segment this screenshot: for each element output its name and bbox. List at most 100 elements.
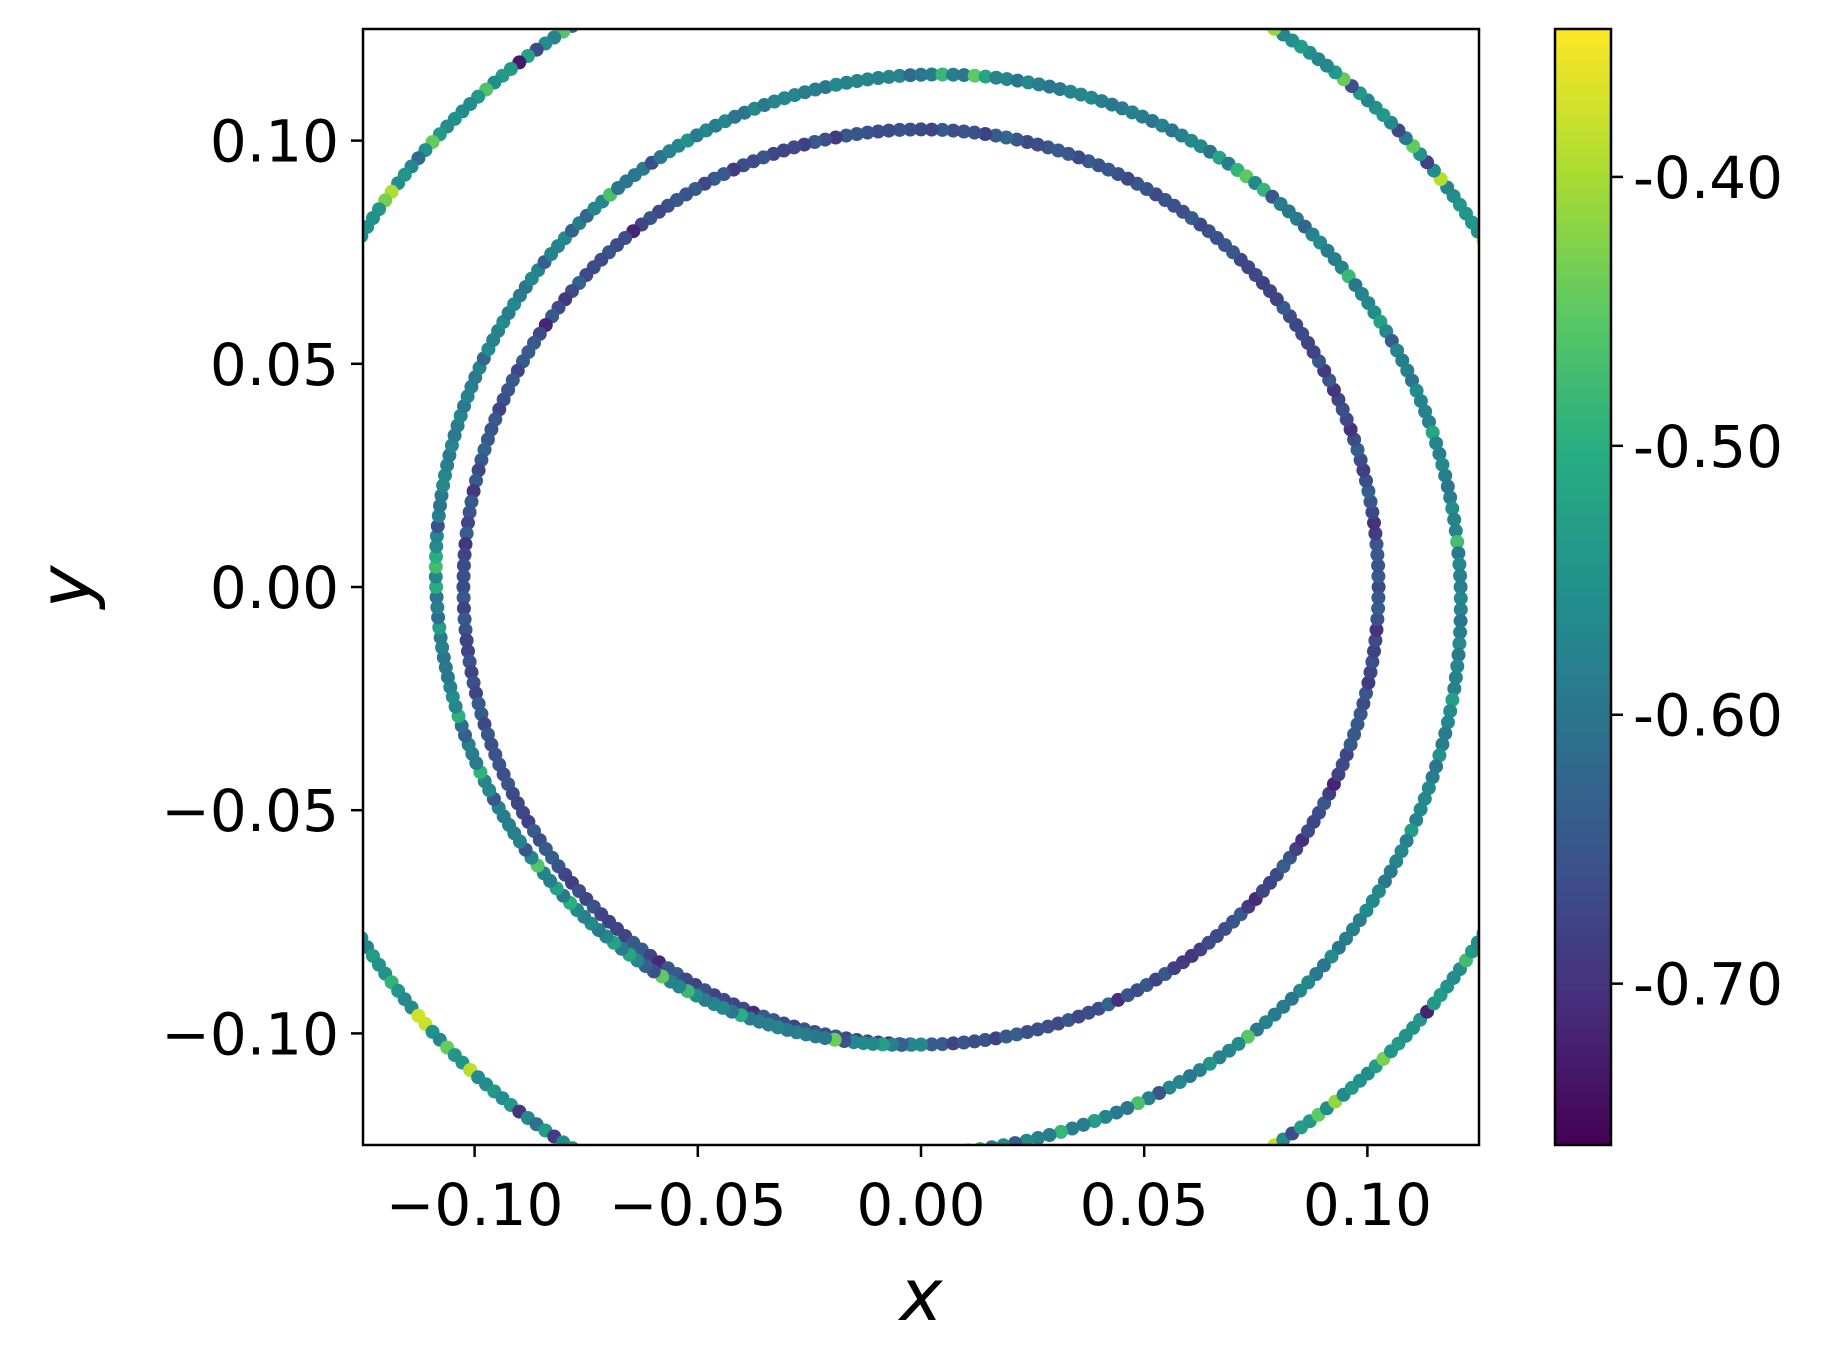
data-point — [978, 127, 993, 141]
data-point — [1470, 935, 1479, 950]
data-point — [944, 1240, 958, 1254]
scatter-points — [256, 0, 1554, 1254]
data-point — [1451, 546, 1466, 561]
data-point — [1042, 79, 1057, 94]
x-tick-label: 0.10 — [1303, 1171, 1432, 1239]
data-point — [914, 122, 928, 137]
data-point — [459, 526, 474, 541]
data-point — [1240, 1155, 1254, 1169]
data-point — [1230, 0, 1244, 14]
data-point — [1422, 414, 1436, 429]
data-point — [1493, 899, 1507, 913]
data-point — [456, 558, 471, 573]
data-point — [1540, 791, 1554, 805]
data-point — [999, 72, 1014, 87]
data-point — [1448, 523, 1463, 538]
data-point — [1361, 484, 1376, 499]
data-point — [1063, 84, 1078, 99]
data-point — [263, 692, 277, 706]
data-point — [1417, 791, 1432, 806]
data-point — [1450, 659, 1465, 674]
data-point — [1039, 1229, 1053, 1243]
data-point — [954, 1239, 968, 1253]
data-point — [826, 1235, 840, 1249]
data-point — [946, 67, 961, 82]
data-point — [612, 0, 626, 6]
data-point — [1042, 1128, 1057, 1142]
data-point — [1540, 369, 1554, 383]
data-point — [456, 569, 471, 584]
data-point — [1517, 851, 1531, 865]
data-point — [839, 128, 854, 143]
data-point — [261, 682, 275, 696]
data-point — [1371, 601, 1386, 616]
data-point — [267, 713, 281, 727]
data-point — [1488, 252, 1502, 266]
data-point — [1008, 1136, 1023, 1145]
data-point — [333, 894, 347, 908]
data-point — [272, 734, 286, 748]
data-point — [1367, 644, 1381, 659]
x-tick-label: −0.10 — [386, 1171, 564, 1239]
data-point — [584, 1152, 598, 1166]
data-point — [924, 1037, 939, 1052]
data-point — [265, 703, 279, 717]
data-point — [458, 622, 473, 637]
data-point — [258, 500, 272, 514]
data-point — [988, 1031, 1003, 1046]
x-axis-ticks: −0.10 −0.05 0.00 0.05 0.10 — [386, 1145, 1432, 1239]
data-point — [1019, 1133, 1034, 1145]
data-point — [428, 569, 443, 584]
data-point — [328, 885, 342, 899]
data-point — [871, 71, 886, 85]
data-point — [309, 314, 323, 328]
data-point — [1498, 271, 1512, 285]
data-point — [429, 549, 443, 564]
data-point — [461, 515, 475, 530]
data-point — [1409, 813, 1424, 827]
data-point — [1368, 526, 1383, 541]
data-point — [318, 865, 332, 879]
data-point — [1141, 1091, 1156, 1106]
data-point — [978, 69, 993, 84]
y-axis-ticks: −0.10 −0.05 0.00 0.05 0.10 — [161, 108, 363, 1068]
data-point — [996, 1138, 1011, 1145]
data-point — [1152, 1086, 1167, 1100]
data-point — [1162, 1080, 1177, 1095]
data-point — [1453, 591, 1468, 606]
data-point — [363, 219, 375, 234]
data-point — [946, 1036, 961, 1051]
colorbar-tick-label: -0.50 — [1633, 413, 1783, 481]
data-point — [256, 639, 270, 653]
data-point — [1482, 243, 1496, 257]
data-point — [1438, 468, 1453, 483]
colorbar-ticks: -0.40 -0.50 -0.60 -0.70 — [1611, 144, 1783, 1019]
data-point — [892, 68, 907, 83]
data-point — [457, 612, 472, 627]
data-point — [466, 484, 481, 499]
data-point — [333, 266, 347, 280]
data-point — [1361, 675, 1376, 690]
data-point — [272, 426, 286, 440]
data-point — [277, 405, 291, 419]
data-point — [1482, 917, 1496, 931]
data-point — [1365, 505, 1380, 520]
data-point — [1370, 547, 1385, 562]
data-point — [818, 80, 833, 95]
data-point — [1435, 457, 1450, 472]
data-point — [1363, 665, 1378, 680]
data-point — [924, 67, 939, 82]
data-point — [1503, 280, 1517, 294]
data-point — [879, 1240, 893, 1254]
y-tick-label: 0.05 — [210, 331, 339, 399]
data-point — [1533, 349, 1547, 363]
data-point — [349, 922, 363, 936]
data-point — [1498, 889, 1512, 903]
data-point — [1521, 319, 1535, 333]
data-point — [1425, 425, 1440, 440]
data-point — [574, 13, 588, 27]
data-point — [946, 123, 961, 138]
y-tick-label: 0.10 — [210, 108, 339, 176]
data-point — [430, 600, 445, 615]
data-point — [363, 229, 369, 243]
